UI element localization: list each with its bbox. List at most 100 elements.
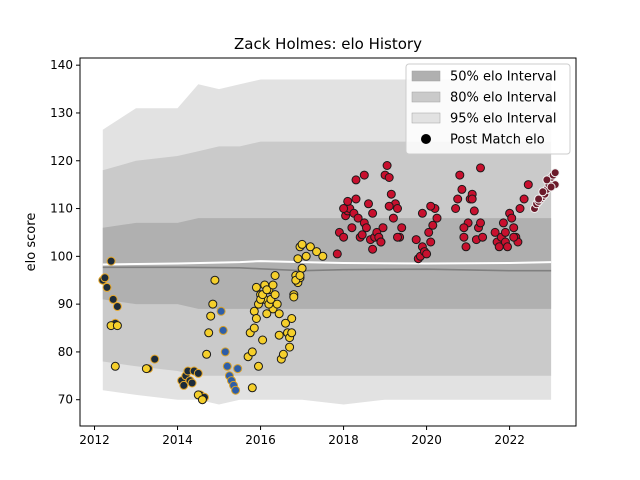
y-tick-label: 80 bbox=[58, 345, 73, 359]
data-point bbox=[384, 173, 394, 182]
data-point bbox=[538, 187, 548, 197]
data-point bbox=[542, 175, 552, 185]
data-point bbox=[281, 318, 290, 328]
x-tick-label: 2022 bbox=[494, 433, 525, 447]
data-point bbox=[368, 208, 378, 218]
data-point bbox=[218, 325, 228, 335]
legend-label: 95% elo Interval bbox=[450, 112, 557, 127]
data-point bbox=[216, 306, 226, 316]
data-point bbox=[417, 208, 427, 218]
y-tick-label: 140 bbox=[50, 58, 73, 72]
data-point bbox=[509, 232, 519, 242]
legend-label: Post Match elo bbox=[450, 133, 545, 148]
data-point bbox=[353, 213, 363, 223]
data-point bbox=[268, 280, 278, 290]
data-point bbox=[112, 302, 122, 311]
data-point bbox=[270, 290, 280, 300]
x-tick-label: 2020 bbox=[411, 433, 442, 447]
y-tick-label: 110 bbox=[50, 202, 73, 216]
data-point bbox=[247, 383, 257, 393]
data-point bbox=[386, 189, 396, 199]
data-point bbox=[343, 196, 353, 206]
data-point bbox=[102, 282, 112, 292]
data-point bbox=[393, 232, 402, 242]
post-match-points bbox=[98, 161, 560, 405]
data-point bbox=[382, 161, 392, 170]
data-point bbox=[285, 342, 295, 352]
data-point bbox=[202, 349, 212, 359]
data-point bbox=[247, 347, 257, 357]
data-point bbox=[455, 170, 465, 180]
data-point bbox=[339, 232, 349, 242]
data-point bbox=[550, 168, 560, 178]
data-point bbox=[318, 251, 328, 261]
data-point bbox=[287, 314, 297, 323]
data-point bbox=[206, 311, 216, 321]
data-point bbox=[150, 354, 160, 364]
y-tick-label: 130 bbox=[50, 106, 73, 120]
data-point bbox=[100, 273, 110, 283]
data-point bbox=[351, 175, 361, 185]
data-point bbox=[388, 213, 398, 223]
data-point bbox=[312, 247, 322, 257]
data-point bbox=[426, 201, 436, 211]
data-point bbox=[411, 235, 421, 245]
data-point bbox=[422, 249, 432, 259]
legend: 50% elo Interval 80% elo Interval 95% elo … bbox=[405, 63, 571, 155]
data-point bbox=[359, 170, 369, 180]
data-point bbox=[295, 271, 305, 280]
data-point bbox=[272, 299, 282, 309]
data-point bbox=[503, 242, 512, 252]
data-point bbox=[141, 364, 151, 374]
data-point bbox=[351, 194, 361, 204]
y-axis-label: elo score bbox=[24, 213, 39, 272]
data-point bbox=[432, 213, 442, 223]
y-tick-label: 120 bbox=[50, 154, 73, 168]
data-point bbox=[262, 285, 272, 295]
data-point bbox=[507, 213, 517, 223]
data-point bbox=[515, 204, 525, 213]
x-tick-label: 2014 bbox=[162, 433, 193, 447]
legend-marker bbox=[421, 134, 431, 144]
data-point bbox=[251, 314, 261, 323]
data-point bbox=[274, 330, 284, 340]
data-point bbox=[426, 237, 436, 247]
x-tick-label: 2016 bbox=[245, 433, 276, 447]
median-line bbox=[102, 260, 552, 266]
data-point bbox=[467, 194, 477, 204]
data-point bbox=[208, 299, 218, 309]
data-point bbox=[519, 194, 529, 204]
data-point bbox=[233, 364, 243, 374]
data-point bbox=[368, 244, 378, 254]
data-point bbox=[469, 206, 479, 216]
legend-label: 50% elo Interval bbox=[450, 70, 557, 85]
data-point bbox=[459, 232, 469, 242]
data-point bbox=[106, 256, 116, 266]
data-point bbox=[476, 163, 485, 173]
legend-swatch bbox=[411, 70, 441, 82]
data-point bbox=[254, 361, 263, 371]
data-point bbox=[361, 223, 371, 233]
data-point bbox=[262, 309, 272, 319]
data-point bbox=[108, 294, 118, 304]
data-point bbox=[453, 194, 463, 204]
data-point bbox=[500, 227, 510, 237]
data-point bbox=[251, 282, 261, 292]
data-point bbox=[112, 321, 122, 331]
legend-label: 80% elo Interval bbox=[450, 91, 557, 106]
data-point bbox=[278, 349, 288, 359]
data-point bbox=[287, 328, 297, 338]
data-point bbox=[301, 251, 311, 261]
data-point bbox=[222, 361, 232, 371]
x-tick-label: 2012 bbox=[79, 433, 110, 447]
plot-area bbox=[79, 57, 577, 427]
data-point bbox=[364, 199, 373, 209]
data-point bbox=[204, 328, 214, 338]
data-point bbox=[478, 232, 488, 242]
data-point bbox=[179, 380, 189, 390]
data-point bbox=[376, 237, 386, 247]
data-point bbox=[384, 201, 394, 211]
data-point bbox=[332, 249, 342, 259]
data-point bbox=[197, 395, 207, 405]
